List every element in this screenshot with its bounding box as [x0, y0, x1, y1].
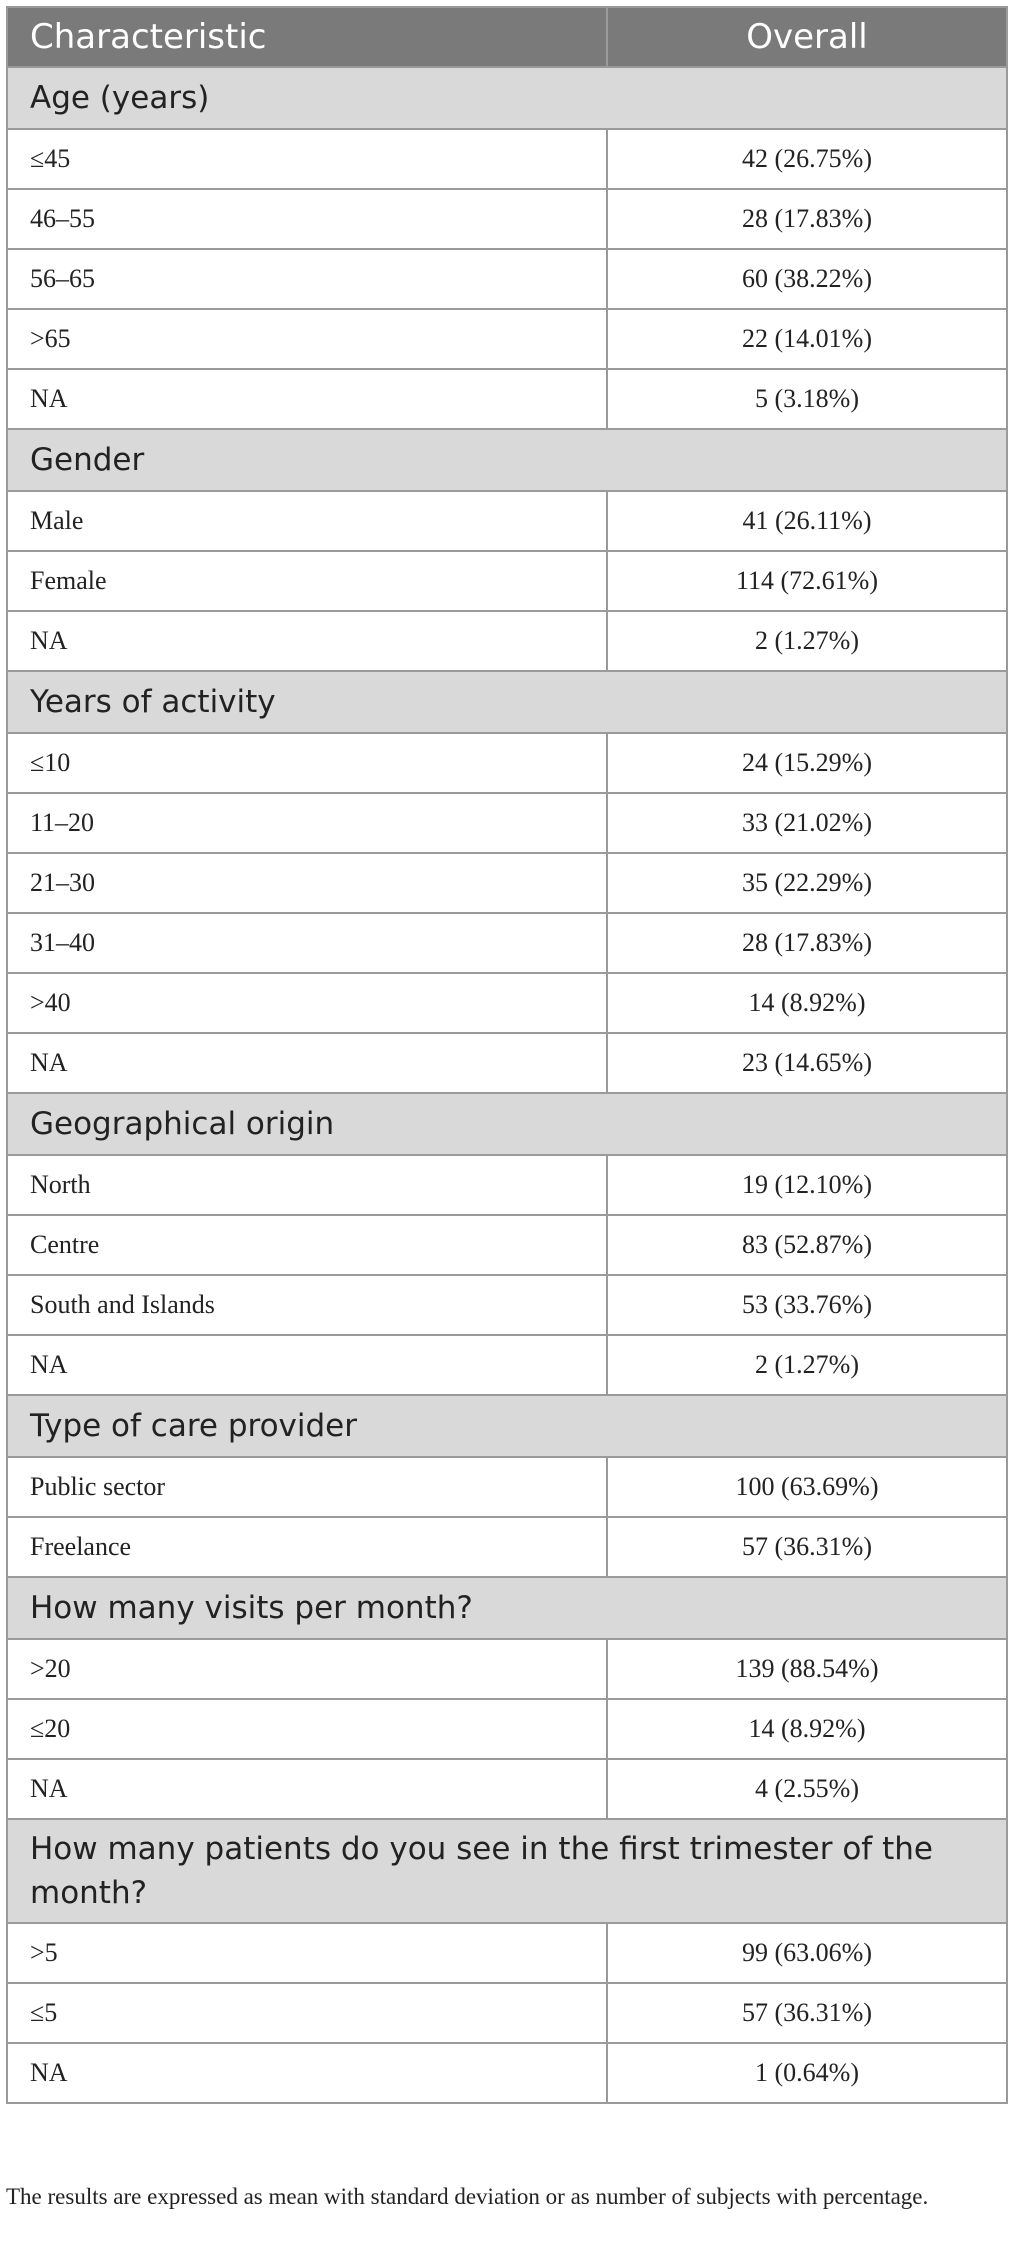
row-label: Centre — [6, 1214, 608, 1276]
table-row: >5 99 (63.06%) — [6, 1922, 1008, 1984]
row-value: 23 (14.65%) — [606, 1032, 1008, 1094]
row-label: 11–20 — [6, 792, 608, 854]
table-row: North 19 (12.10%) — [6, 1154, 1008, 1216]
row-value: 33 (21.02%) — [606, 792, 1008, 854]
table-row: Male 41 (26.11%) — [6, 490, 1008, 552]
row-value: 83 (52.87%) — [606, 1214, 1008, 1276]
section-title: Gender — [6, 428, 1008, 492]
row-value: 100 (63.69%) — [606, 1456, 1008, 1518]
row-label: NA — [6, 1032, 608, 1094]
table-row: ≤45 42 (26.75%) — [6, 128, 1008, 190]
row-value: 114 (72.61%) — [606, 550, 1008, 612]
section-title: Years of activity — [6, 670, 1008, 734]
section-title: Type of care provider — [6, 1394, 1008, 1458]
table-container: Characteristic Overall Age (years) ≤45 42 … — [6, 6, 1008, 2104]
row-label: NA — [6, 610, 608, 672]
row-label: >40 — [6, 972, 608, 1034]
table-row: NA 2 (1.27%) — [6, 1334, 1008, 1396]
row-value: 2 (1.27%) — [606, 610, 1008, 672]
section-header-row: How many visits per month? — [6, 1576, 1008, 1640]
row-label: ≤10 — [6, 732, 608, 794]
row-label: >20 — [6, 1638, 608, 1700]
row-label: NA — [6, 1758, 608, 1820]
header-overall: Overall — [606, 6, 1008, 68]
row-value: 24 (15.29%) — [606, 732, 1008, 794]
row-label: Male — [6, 490, 608, 552]
row-value: 57 (36.31%) — [606, 1982, 1008, 2044]
row-value: 28 (17.83%) — [606, 188, 1008, 250]
row-label: South and Islands — [6, 1274, 608, 1336]
table-body: Age (years) ≤45 42 (26.75%) 46–55 28 (17.83%… — [6, 66, 1008, 2104]
section-title: Age (years) — [6, 66, 1008, 130]
table-row: Public sector 100 (63.69%) — [6, 1456, 1008, 1518]
table-row: NA 2 (1.27%) — [6, 610, 1008, 672]
row-label: NA — [6, 2042, 608, 2104]
table-row: South and Islands 53 (33.76%) — [6, 1274, 1008, 1336]
section-header-row: Gender — [6, 428, 1008, 492]
row-value: 139 (88.54%) — [606, 1638, 1008, 1700]
row-label: 21–30 — [6, 852, 608, 914]
table-row: NA 23 (14.65%) — [6, 1032, 1008, 1094]
row-value: 53 (33.76%) — [606, 1274, 1008, 1336]
section-title: How many patients do you see in the firs… — [6, 1818, 1008, 1924]
row-value: 41 (26.11%) — [606, 490, 1008, 552]
row-value: 28 (17.83%) — [606, 912, 1008, 974]
table-row: >20 139 (88.54%) — [6, 1638, 1008, 1700]
table-footnote: The results are expressed as mean with s… — [6, 2184, 929, 2209]
row-label: ≤45 — [6, 128, 608, 190]
characteristics-table: Characteristic Overall Age (years) ≤45 42 … — [6, 6, 1008, 2104]
row-label: 31–40 — [6, 912, 608, 974]
table-row: 56–65 60 (38.22%) — [6, 248, 1008, 310]
table-row: >65 22 (14.01%) — [6, 308, 1008, 370]
table-row: 11–20 33 (21.02%) — [6, 792, 1008, 854]
table-row: Centre 83 (52.87%) — [6, 1214, 1008, 1276]
row-value: 35 (22.29%) — [606, 852, 1008, 914]
table-row: 46–55 28 (17.83%) — [6, 188, 1008, 250]
row-label: NA — [6, 1334, 608, 1396]
section-header-row: Years of activity — [6, 670, 1008, 734]
table-row: ≤10 24 (15.29%) — [6, 732, 1008, 794]
row-label: 46–55 — [6, 188, 608, 250]
table-row: Female 114 (72.61%) — [6, 550, 1008, 612]
row-value: 99 (63.06%) — [606, 1922, 1008, 1984]
row-value: 4 (2.55%) — [606, 1758, 1008, 1820]
row-label: Public sector — [6, 1456, 608, 1518]
table-row: NA 1 (0.64%) — [6, 2042, 1008, 2104]
row-label: 56–65 — [6, 248, 608, 310]
table-row: 21–30 35 (22.29%) — [6, 852, 1008, 914]
section-title: How many visits per month? — [6, 1576, 1008, 1640]
row-label: North — [6, 1154, 608, 1216]
section-header-row: How many patients do you see in the firs… — [6, 1818, 1008, 1924]
table-row: NA 4 (2.55%) — [6, 1758, 1008, 1820]
row-value: 57 (36.31%) — [606, 1516, 1008, 1578]
row-value: 60 (38.22%) — [606, 248, 1008, 310]
row-label: >65 — [6, 308, 608, 370]
row-value: 5 (3.18%) — [606, 368, 1008, 430]
table-row: ≤5 57 (36.31%) — [6, 1982, 1008, 2044]
row-value: 2 (1.27%) — [606, 1334, 1008, 1396]
section-header-row: Type of care provider — [6, 1394, 1008, 1458]
row-label: Freelance — [6, 1516, 608, 1578]
row-value: 42 (26.75%) — [606, 128, 1008, 190]
table-row: 31–40 28 (17.83%) — [6, 912, 1008, 974]
header-row: Characteristic Overall — [6, 6, 1008, 68]
row-value: 1 (0.64%) — [606, 2042, 1008, 2104]
table-row: >40 14 (8.92%) — [6, 972, 1008, 1034]
row-label: >5 — [6, 1922, 608, 1984]
row-label: NA — [6, 368, 608, 430]
row-value: 19 (12.10%) — [606, 1154, 1008, 1216]
row-label: ≤20 — [6, 1698, 608, 1760]
row-label: Female — [6, 550, 608, 612]
row-value: 22 (14.01%) — [606, 308, 1008, 370]
section-header-row: Age (years) — [6, 66, 1008, 130]
table-row: NA 5 (3.18%) — [6, 368, 1008, 430]
table-row: ≤20 14 (8.92%) — [6, 1698, 1008, 1760]
row-value: 14 (8.92%) — [606, 972, 1008, 1034]
row-value: 14 (8.92%) — [606, 1698, 1008, 1760]
section-header-row: Geographical origin — [6, 1092, 1008, 1156]
section-title: Geographical origin — [6, 1092, 1008, 1156]
table-row: Freelance 57 (36.31%) — [6, 1516, 1008, 1578]
header-characteristic: Characteristic — [6, 6, 608, 68]
row-label: ≤5 — [6, 1982, 608, 2044]
